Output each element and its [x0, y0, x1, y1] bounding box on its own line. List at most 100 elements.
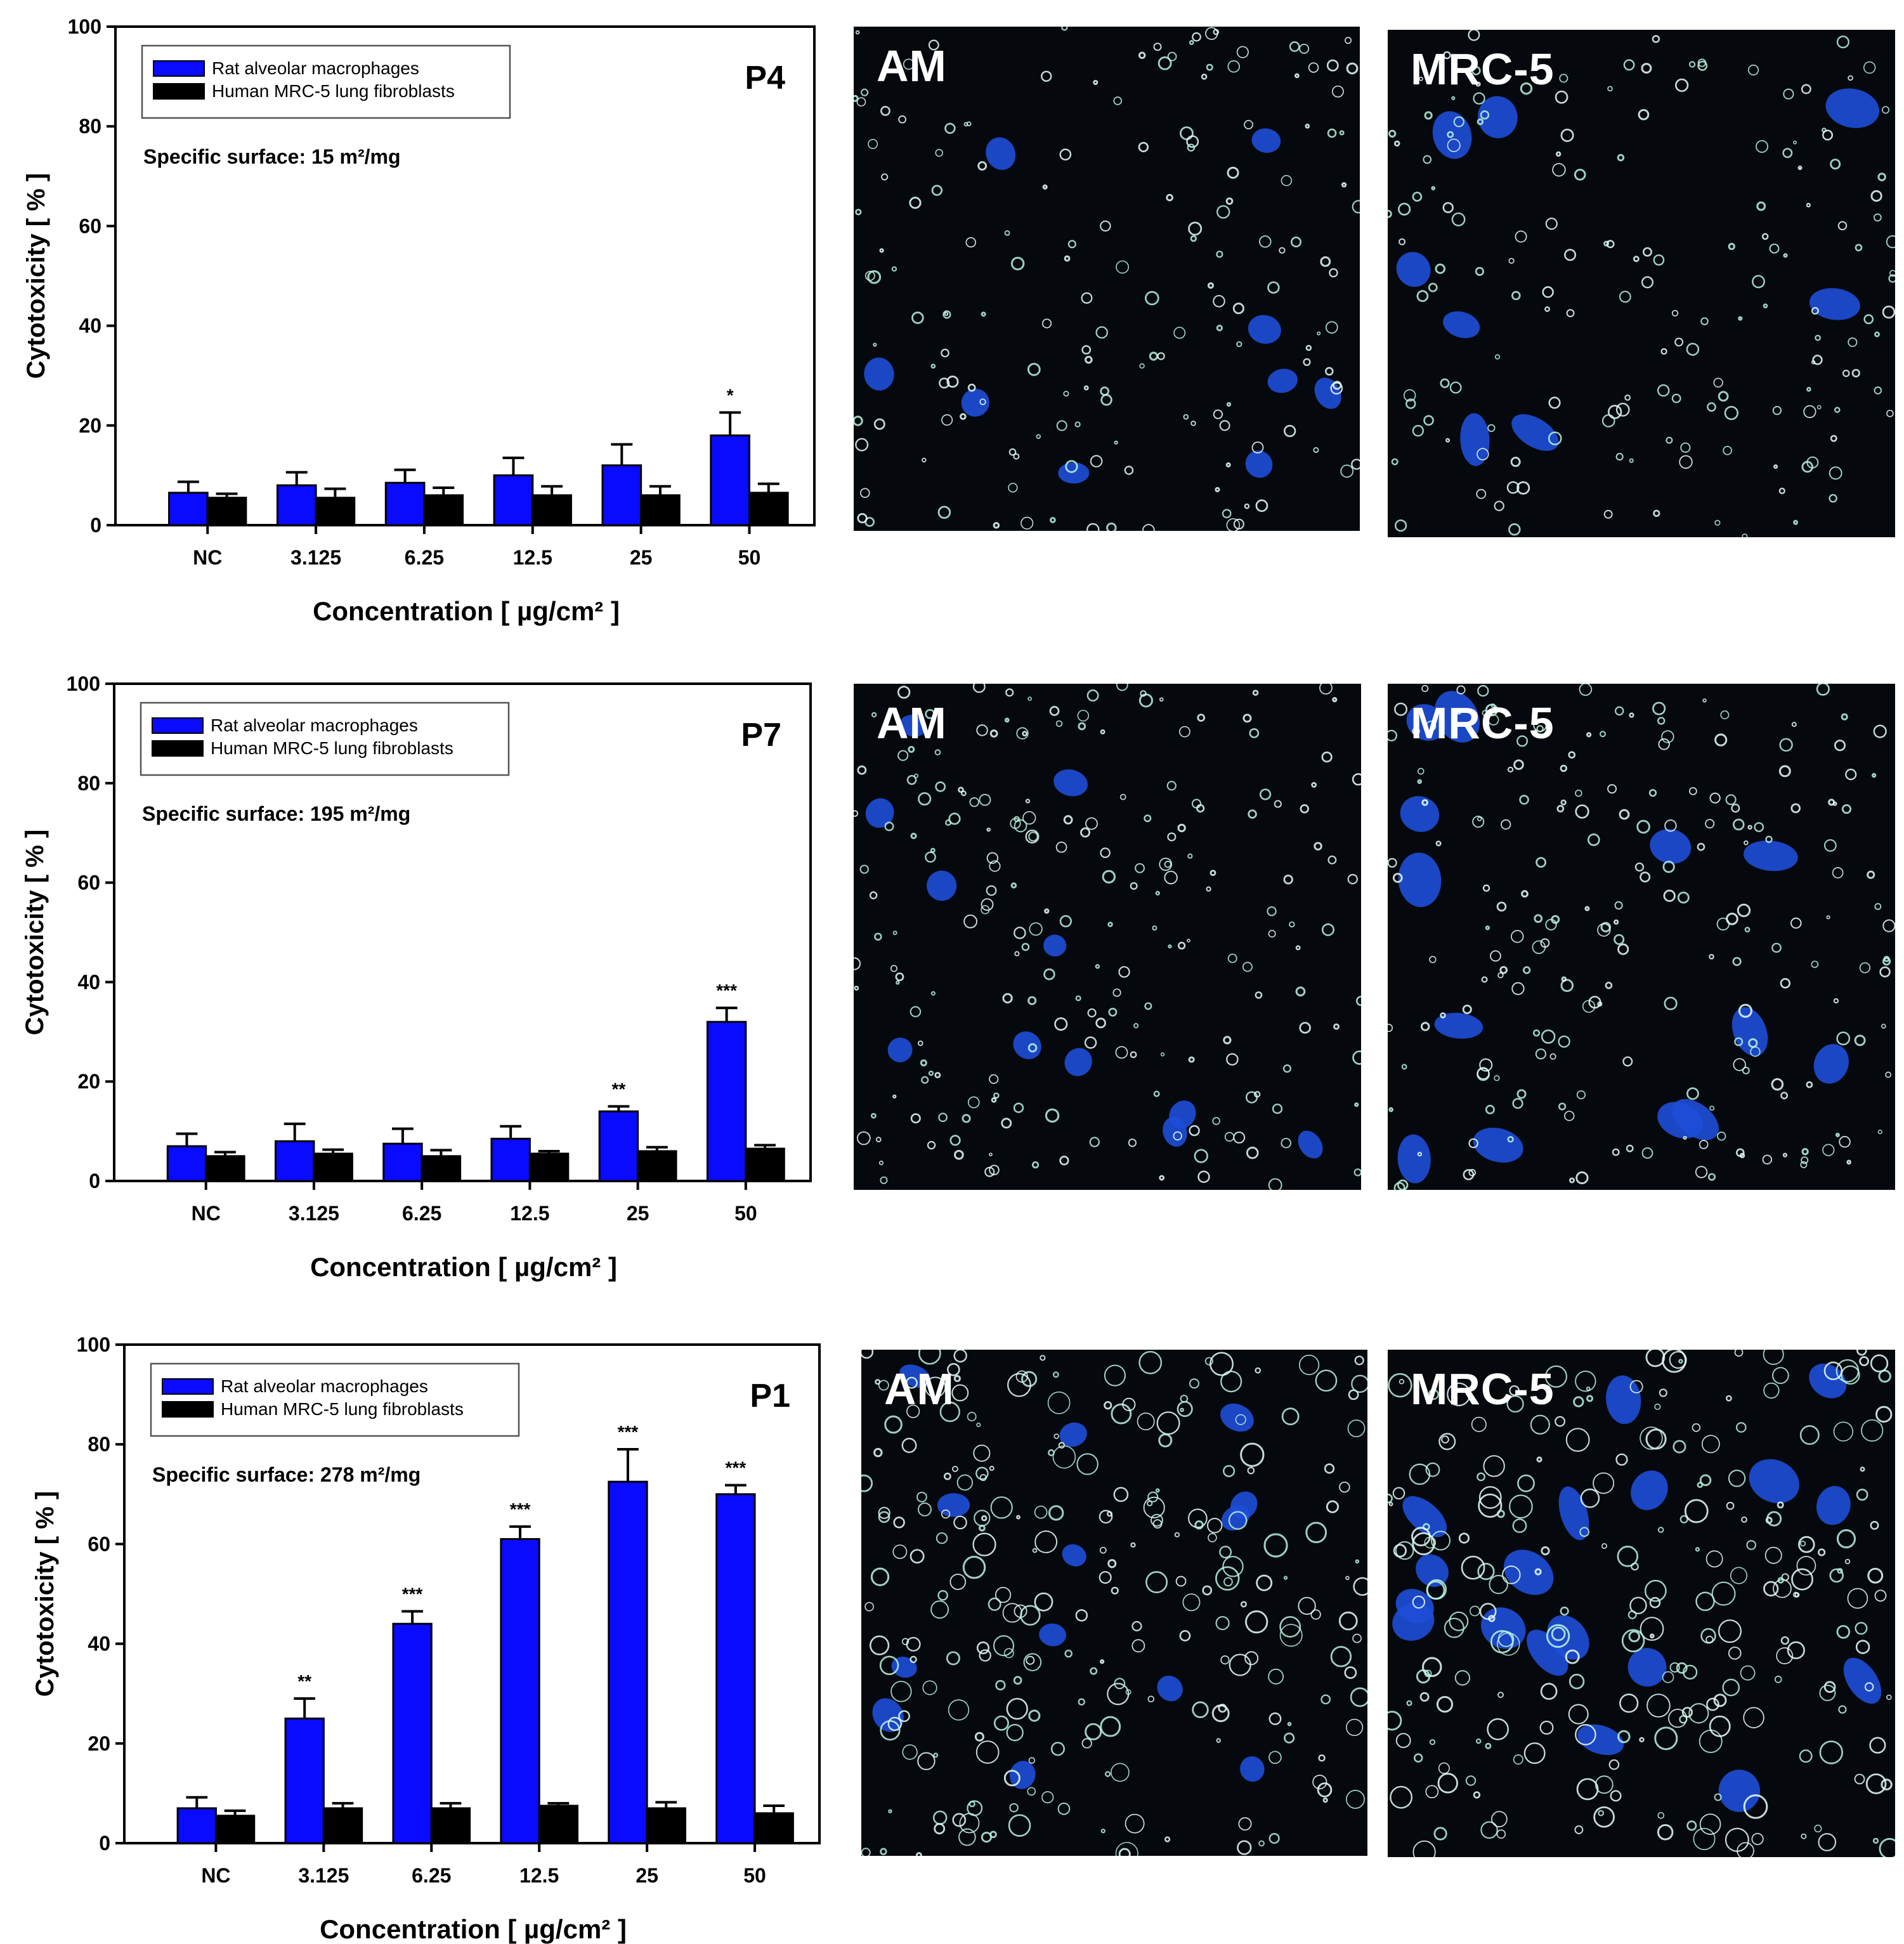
- particle-aggregate: [1298, 1596, 1316, 1615]
- particle-aggregate: [1501, 819, 1511, 830]
- particle-aggregate: [906, 1376, 918, 1389]
- particle-aggregate: [991, 1097, 997, 1103]
- particle-aggregate: [1709, 792, 1721, 804]
- particle-aggregate: [1819, 1740, 1843, 1765]
- particle-aggregate: [917, 1040, 923, 1047]
- y-tick-label: 20: [77, 1070, 100, 1093]
- particle-aggregate: [1886, 235, 1895, 249]
- particle-aggregate: [1806, 202, 1811, 208]
- particle-aggregate: [1573, 1396, 1584, 1407]
- particle-aggregate: [979, 1649, 991, 1662]
- particle-aggregate: [1399, 1379, 1405, 1385]
- particle-aggregate: [1586, 732, 1592, 738]
- cell-nucleus: [1221, 1505, 1250, 1531]
- particle-aggregate: [1090, 1667, 1098, 1675]
- particle-aggregate: [1194, 1149, 1208, 1163]
- particle-aggregate: [915, 1852, 922, 1856]
- particle-aggregate: [1744, 927, 1751, 933]
- particle-aggregate: [1817, 1548, 1826, 1556]
- particle-aggregate: [1202, 1585, 1213, 1596]
- particle-aggregate: [1815, 334, 1821, 341]
- cell-nucleus: [1809, 288, 1860, 320]
- cell-nucleus: [1749, 1459, 1799, 1504]
- particle-aggregate: [1122, 1397, 1136, 1411]
- particle-aggregate: [1219, 420, 1230, 431]
- particle-aggregate: [1763, 303, 1768, 309]
- significance-label: ***: [726, 1458, 747, 1478]
- particle-aggregate: [1718, 391, 1729, 402]
- particle-aggregate: [1100, 386, 1110, 396]
- particle-aggregate: [1041, 318, 1052, 329]
- particle-aggregate: [1395, 1733, 1411, 1749]
- particle-aggregate: [1701, 1435, 1720, 1454]
- particle-aggregate: [1619, 290, 1631, 303]
- x-tick-label: 3.125: [289, 1202, 339, 1225]
- particle-aggregate: [1790, 803, 1801, 814]
- particle-aggregate: [1859, 962, 1871, 974]
- particle-aggregate: [1688, 1703, 1709, 1724]
- particle-aggregate: [1683, 1135, 1687, 1140]
- particle-aggregate: [1540, 1683, 1558, 1700]
- particle-aggregate: [1077, 710, 1090, 722]
- particle-aggregate: [958, 786, 964, 793]
- particle-aggregate: [1829, 493, 1837, 503]
- particle-aggregate: [897, 686, 911, 699]
- particle-aggregate: [869, 1635, 890, 1655]
- particle-aggregate: [1130, 1051, 1137, 1059]
- particle-aggregate: [1188, 1508, 1208, 1529]
- particle-aggregate: [1283, 1575, 1288, 1580]
- particle-aggregate: [1640, 1426, 1663, 1450]
- particle-aggregate: [1124, 466, 1134, 475]
- particle-aggregate: [1565, 1428, 1590, 1452]
- particle-aggregate: [1686, 1087, 1699, 1100]
- particle-aggregate: [861, 1474, 873, 1492]
- particle-aggregate: [1489, 1574, 1508, 1595]
- particle-aggregate: [1654, 1403, 1661, 1411]
- particle-aggregate: [1226, 1053, 1239, 1066]
- particle-aggregate: [1548, 396, 1561, 409]
- y-tick-label: 40: [79, 315, 101, 337]
- particle-aggregate: [1801, 1156, 1809, 1164]
- particle-aggregate: [948, 1699, 970, 1721]
- particle-aggregate: [884, 821, 894, 832]
- particle-aggregate: [1409, 1463, 1431, 1485]
- particle-aggregate: [857, 1131, 871, 1145]
- particle-aggregate: [1021, 1371, 1038, 1387]
- particle-aggregate: [1388, 1107, 1394, 1112]
- particle-aggregate: [1653, 254, 1665, 266]
- particle-aggregate: [1159, 697, 1164, 702]
- cell-nucleus: [864, 357, 894, 391]
- particle-aggregate: [1028, 832, 1038, 842]
- particle-aggregate: [1425, 1462, 1440, 1477]
- particle-aggregate: [1159, 1175, 1165, 1181]
- particle-aggregate: [875, 1137, 882, 1143]
- particle-aggregate: [1430, 1530, 1451, 1551]
- particle-aggregate: [1746, 1540, 1757, 1550]
- particle-aggregate: [1118, 966, 1130, 978]
- particle-aggregate: [1597, 923, 1611, 937]
- particle-aggregate: [1714, 1793, 1722, 1801]
- legend-swatch: [153, 60, 205, 77]
- particle-aggregate: [1254, 1091, 1261, 1098]
- particle-aggregate: [1081, 1738, 1092, 1749]
- particle-aggregate: [1777, 1501, 1784, 1509]
- particle-aggregate: [925, 1376, 946, 1398]
- particle-aggregate: [1227, 166, 1239, 179]
- particle-aggregate: [1447, 138, 1461, 152]
- particle-aggregate: [1545, 218, 1558, 230]
- particle-aggregate: [1308, 62, 1319, 73]
- particle-aggregate: [1078, 722, 1086, 731]
- particle-aggregate: [910, 832, 917, 840]
- x-axis-label: Concentration [ µg/cm² ]: [310, 1252, 617, 1282]
- particle-aggregate: [1168, 944, 1172, 949]
- particle-aggregate: [946, 375, 959, 388]
- particle-aggregate: [1401, 1064, 1407, 1070]
- chart-p4: 0 20 40 60 80 100 Cytotoxicity [ % ] NC 3.125 6.2…: [22, 15, 816, 626]
- micrograph-image: [854, 684, 1361, 1190]
- particle-aggregate: [1058, 1442, 1066, 1449]
- particle-aggregate: [874, 932, 882, 941]
- particle-aggregate: [1510, 457, 1521, 467]
- particle-aggregate: [1874, 331, 1880, 337]
- particle-aggregate: [1216, 251, 1223, 258]
- particle-aggregate: [1106, 522, 1117, 531]
